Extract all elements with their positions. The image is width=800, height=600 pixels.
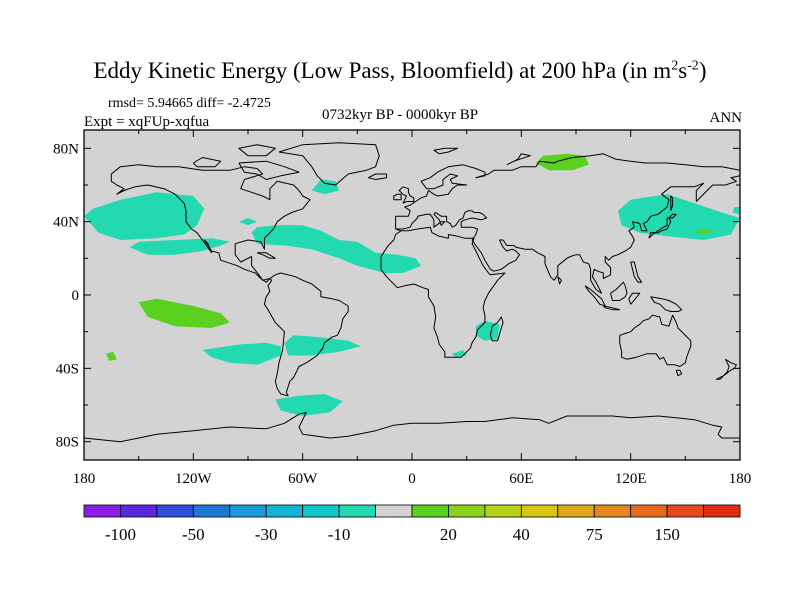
colorbar-label: -30	[255, 525, 278, 544]
coastline-3	[368, 173, 387, 180]
coastline-7	[489, 316, 504, 342]
x-tick-label: 180	[73, 471, 96, 487]
coastline-4	[395, 153, 740, 229]
colorbar-label: 40	[513, 525, 530, 544]
coastline-24	[238, 144, 276, 157]
coastline-2	[278, 142, 380, 186]
coastline-23	[192, 157, 222, 168]
coastline-16	[610, 281, 628, 301]
title-main: Eddy Kinetic Energy (Low Pass, Bloomfiel…	[93, 58, 672, 83]
title-sup-1: 2	[671, 58, 679, 74]
colorbar-swatch	[265, 504, 304, 518]
region-south-atlantic-neg	[284, 335, 361, 356]
season-label: ANN	[709, 110, 743, 126]
y-tick-label: 40N	[53, 215, 79, 231]
experiment-label: Expt = xqFUp-xqfua	[84, 114, 210, 130]
coastline-19	[630, 261, 643, 283]
title-sup-2: -2	[687, 58, 699, 74]
region-north-atlantic-small-neg	[238, 218, 258, 226]
colorbar-swatch	[411, 504, 449, 518]
region-small-pacific-pos	[105, 351, 117, 361]
coastline-10	[715, 358, 737, 380]
y-tick-label: 40S	[56, 361, 79, 377]
colorbar-label: 150	[654, 525, 680, 544]
colorbar-label: -50	[182, 525, 205, 544]
region-tropical-pacific-pos	[138, 298, 230, 328]
colorbar-swatch	[302, 504, 340, 518]
x-tick-label: 120W	[175, 471, 213, 487]
region-siberia-pos	[535, 153, 589, 171]
coastline-18	[650, 296, 683, 312]
plot-background	[84, 130, 740, 460]
region-west-pacific-small-pos	[694, 229, 713, 235]
region-north-atlantic-neg	[251, 225, 422, 273]
coastline-8	[619, 314, 692, 367]
y-tick-label: 80N	[53, 141, 79, 157]
y-tick-label: 0	[72, 288, 80, 304]
region-labrador-sea-neg	[311, 179, 340, 195]
colorbar-swatch	[229, 504, 267, 518]
region-west-pacific-edge-neg	[732, 207, 740, 215]
region-subtropical-pacific-neg	[129, 238, 230, 255]
coastline-5	[395, 175, 740, 294]
x-tick-label: 0	[408, 471, 416, 487]
colorbar-swatch	[192, 504, 231, 518]
region-south-pacific-neg	[202, 342, 281, 365]
coastline-28	[84, 411, 740, 443]
stats-label: rmsd= 5.94665 diff= -2.4725	[108, 96, 271, 111]
x-tick-label: 180	[729, 471, 752, 487]
colorbar-swatch	[156, 504, 194, 518]
x-tick-label: 60W	[288, 471, 318, 487]
colorbar-swatch	[666, 504, 704, 518]
coastline-9	[675, 369, 683, 377]
colorbar-swatch	[557, 504, 595, 518]
colorbar-label: 75	[586, 525, 603, 544]
title-end: )	[698, 58, 707, 83]
coastline-17	[628, 292, 641, 305]
coastline-12	[398, 186, 415, 204]
colorbar-swatch	[83, 504, 121, 518]
colorbar-swatch	[484, 504, 522, 518]
coastline-26	[433, 147, 459, 155]
x-tick-label: 60E	[509, 471, 533, 487]
coastline-1	[263, 272, 349, 397]
period-label: 0732kyr BP - 0000kyr BP	[321, 107, 479, 123]
colorbar-label: -100	[105, 525, 136, 544]
colorbar-swatch	[630, 504, 668, 518]
colorbar-label: -10	[328, 525, 351, 544]
chart-title: Eddy Kinetic Energy (Low Pass, Bloomfiel…	[0, 58, 800, 84]
coastline-11	[648, 213, 677, 239]
x-tick-label: 120E	[615, 471, 647, 487]
region-drake-passage-neg	[275, 394, 343, 416]
colorbar-label: 20	[440, 525, 457, 544]
coastline-15	[602, 305, 621, 311]
y-tick-label: 80S	[56, 435, 79, 451]
colorbar-swatch	[703, 504, 741, 518]
coastline-6	[380, 226, 506, 358]
title-mid: s	[678, 58, 688, 83]
coastline-27	[670, 195, 674, 211]
coastline-22	[238, 160, 300, 180]
colorbar-swatch	[520, 504, 559, 518]
coastline-0	[110, 164, 311, 283]
region-north-pacific-neg	[617, 194, 740, 240]
colorbar-swatch	[375, 504, 413, 518]
coastline-21	[557, 276, 562, 285]
region-north-pacific-neg-east	[84, 192, 205, 240]
coastline-25	[506, 153, 531, 166]
coastline-14	[584, 285, 606, 307]
colorbar-swatch	[593, 504, 632, 518]
coastline-13	[393, 193, 402, 201]
colorbar-swatch	[338, 504, 376, 518]
colorbar-swatch	[448, 504, 486, 518]
coastline-20	[256, 252, 276, 259]
colorbar-swatch	[120, 504, 158, 518]
